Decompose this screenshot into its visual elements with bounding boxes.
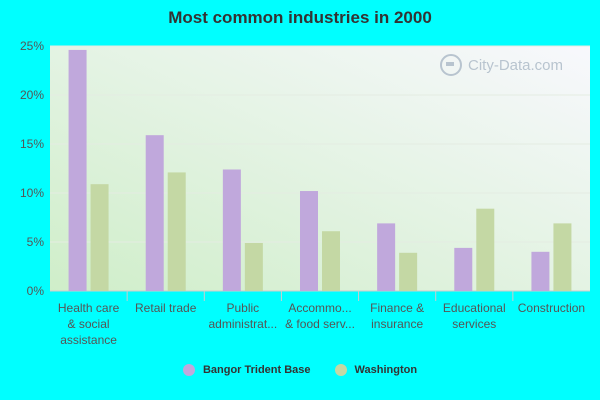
legend-label-bangor: Bangor Trident Base [202, 364, 311, 376]
bar-bangor [222, 169, 241, 291]
x-category-line: services [452, 317, 496, 331]
x-category-line: Finance & [370, 301, 424, 315]
x-category-label: Educational services [443, 301, 506, 331]
x-category-label: Accommo... & food serv... [285, 301, 355, 331]
y-tick-label: 20% [20, 88, 44, 102]
y-tick-label: 25% [20, 39, 44, 53]
watermark-text: City-Data.com [468, 56, 564, 74]
y-tick-label: 5% [27, 235, 45, 249]
watermark: City-Data.com [440, 54, 563, 76]
x-category-line: Educational [443, 301, 506, 315]
bar-washington [322, 231, 340, 291]
x-category-line: & food serv... [285, 317, 355, 331]
legend-swatch-bangor [182, 364, 195, 376]
chart-title: Most common industries in 2000 [168, 8, 432, 27]
bar-bangor [68, 49, 87, 291]
bar-washington [167, 172, 186, 291]
y-tick-label: 10% [20, 186, 44, 200]
bar-washington [476, 208, 495, 291]
x-category-label: Construction [518, 301, 585, 315]
x-category-line: Public [227, 301, 260, 315]
city-data-logo-icon [440, 54, 462, 76]
x-category-label: Finance & insurance [370, 301, 424, 331]
legend-item-bangor: Bangor Trident Base [182, 364, 311, 376]
legend: Bangor Trident Base Washington [0, 364, 600, 376]
y-tick-label: 0% [27, 284, 45, 298]
x-category-label: Retail trade [135, 301, 197, 315]
bar-washington [90, 184, 109, 291]
legend-swatch-washington [334, 364, 347, 376]
x-category-label: Public administrat... [209, 301, 278, 331]
bar-washington [399, 252, 418, 291]
bar-bangor [300, 191, 318, 291]
x-category-line: Health care [58, 301, 120, 315]
bar-bangor [377, 223, 396, 291]
bar-washington [244, 242, 263, 291]
y-tick-label: 15% [20, 137, 44, 151]
plot-area [50, 46, 590, 291]
x-category-line: assistance [60, 333, 117, 347]
bar-bangor [531, 251, 550, 291]
x-category-line: Accommo... [288, 301, 351, 315]
x-category-line: Retail trade [135, 301, 197, 315]
bar-bangor [454, 247, 473, 291]
x-category-line: & social [68, 317, 110, 331]
x-category-line: Construction [518, 301, 585, 315]
legend-item-washington: Washington [334, 364, 418, 376]
legend-label-washington: Washington [354, 364, 418, 376]
bar-bangor [145, 135, 164, 291]
bar-washington [553, 223, 572, 291]
x-category-label: Health care & social assistance [58, 301, 120, 347]
x-category-line: insurance [371, 317, 423, 331]
x-category-line: administrat... [209, 317, 278, 331]
